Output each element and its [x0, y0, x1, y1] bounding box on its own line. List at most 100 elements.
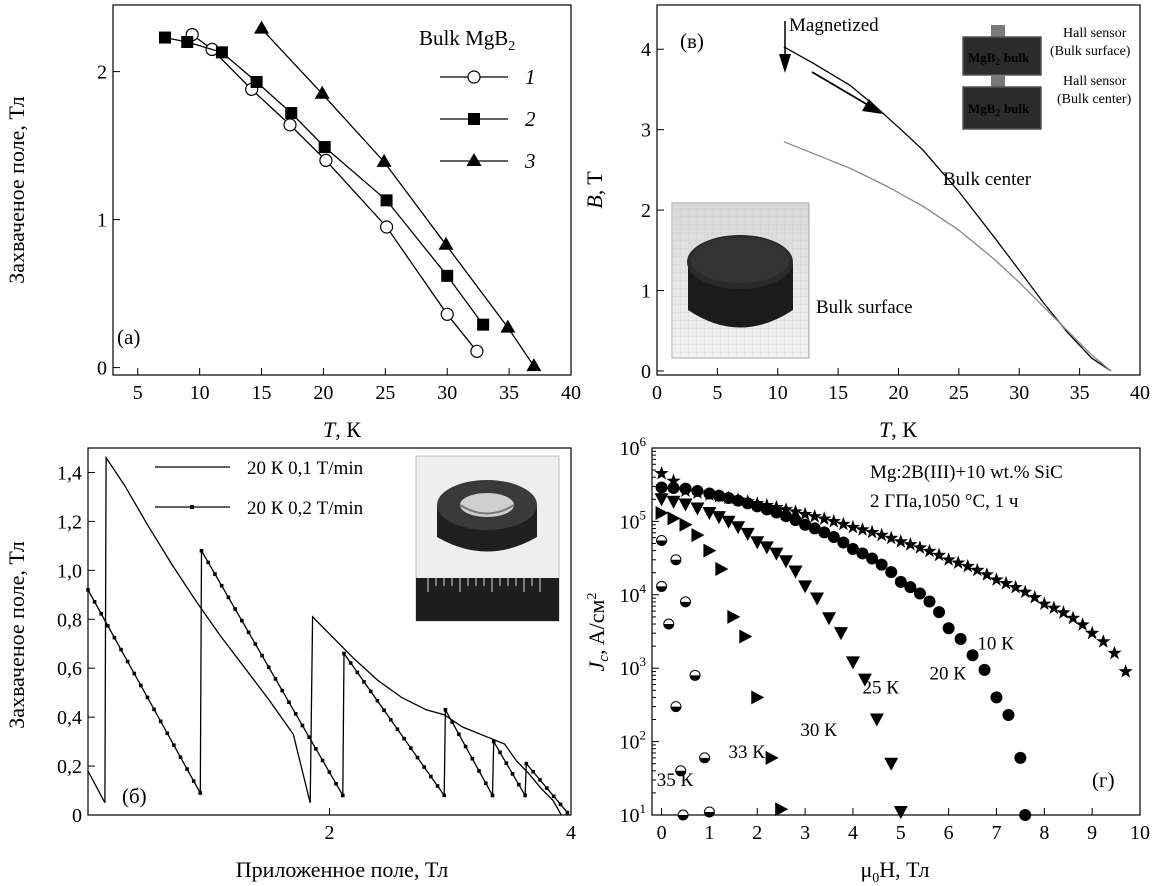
- data-point: [1085, 625, 1100, 640]
- y-tick-label: 1,0: [57, 560, 82, 582]
- data-point: [139, 683, 143, 688]
- data-point: [1046, 600, 1061, 615]
- data-point: [678, 498, 693, 512]
- data-point: [702, 507, 717, 521]
- data-point: [941, 552, 956, 566]
- data-point: [185, 767, 189, 771]
- series-line-1: [164, 36, 484, 326]
- data-point: [833, 627, 848, 641]
- data-point: [884, 530, 899, 545]
- data-point: [266, 665, 271, 670]
- magnetized-arrow-head: [779, 54, 791, 73]
- data-point: [789, 514, 802, 527]
- x-tick-label: 5: [712, 382, 722, 404]
- x-tick-label: 5: [133, 382, 143, 404]
- data-point: [112, 635, 117, 640]
- data-point: [463, 744, 468, 749]
- data-point: [715, 561, 729, 576]
- y-tick-label: 102: [620, 728, 647, 754]
- curve-label: 25 К: [863, 678, 900, 699]
- bulk-surface-label: Bulk surface: [816, 297, 913, 318]
- data-point: [775, 802, 789, 817]
- data-point: [655, 506, 669, 521]
- data-point: [1075, 617, 1090, 631]
- x-tick-label: 9: [1087, 822, 1097, 844]
- data-point: [388, 717, 393, 722]
- x-tick-label: 30: [1009, 382, 1029, 404]
- data-point: [904, 581, 917, 594]
- x-tick-label: 0: [652, 382, 662, 404]
- y-tick-label: 3: [641, 120, 651, 142]
- data-point: [778, 555, 793, 569]
- series-line-0: [191, 34, 478, 352]
- x-tick-label: 25: [949, 382, 969, 404]
- legend-marker-3: [466, 153, 482, 166]
- bulk-sample-photo: [671, 202, 810, 359]
- panel-a-legend-title: Bulk MgB2: [419, 26, 515, 54]
- data-point: [368, 689, 373, 694]
- data-point: [703, 487, 716, 500]
- panel-g-title: Mg:2B(III)+10 wt.% SiC: [870, 462, 1063, 483]
- data-point: [663, 618, 675, 630]
- data-point: [280, 688, 285, 693]
- data-point: [491, 739, 496, 744]
- data-point: [1065, 610, 1081, 625]
- data-point: [233, 607, 237, 611]
- data-point: [679, 482, 692, 495]
- y-tick-label: 0: [641, 361, 651, 383]
- data-point: [885, 566, 898, 579]
- data-point: [677, 809, 689, 821]
- data-point: [99, 611, 104, 616]
- y-tick-label: 1: [641, 281, 651, 303]
- data-point: [498, 750, 502, 755]
- panel-g-frame: [651, 447, 1141, 816]
- x-tick-label: 0: [657, 822, 667, 844]
- curve-label: 20 К: [929, 664, 966, 685]
- y-tick-label: 101: [620, 801, 647, 827]
- data-point: [810, 592, 825, 606]
- data-point: [379, 220, 394, 234]
- data-point: [837, 536, 850, 549]
- data-point: [334, 781, 338, 786]
- panel-a: 5 10 15 20 25 30 35 40 0 1 2 Захваченое поле, Тл T…: [4, 4, 581, 442]
- x-tick-label: 35: [1070, 382, 1090, 404]
- bulk-center-label: Bulk center: [943, 169, 1032, 190]
- data-point: [531, 769, 535, 774]
- data-point: [931, 547, 947, 562]
- panel-a-label: (а): [117, 325, 140, 349]
- hall-sensor-schematic: MgB2 bulk MgB2 bulk Hall sensor (Bulk surf…: [962, 25, 1132, 130]
- data-point: [942, 622, 955, 635]
- data-point: [822, 612, 837, 626]
- data-point: [342, 651, 346, 656]
- data-point: [1008, 579, 1023, 594]
- data-point: [869, 713, 884, 727]
- panel-v-xlabel: T, К: [879, 417, 917, 442]
- panel-g-subtitle: 2 ГПа,1050 °C, 1 ч: [870, 491, 1019, 512]
- data-point: [836, 516, 851, 531]
- x-tick-label: 15: [252, 382, 272, 404]
- data-point: [457, 732, 461, 737]
- panel-b-legend: 20 К 0,1 T/min 20 К 0,2 T/min: [155, 458, 364, 519]
- data-point: [731, 521, 746, 535]
- data-point: [545, 786, 549, 790]
- panel-g-label: (г): [1092, 768, 1115, 792]
- data-point: [691, 528, 705, 543]
- x-tick-label: 25: [375, 382, 395, 404]
- series-line-0: [783, 46, 1112, 372]
- data-point: [517, 782, 521, 787]
- data-point: [198, 791, 203, 795]
- panel-g: 0 1 2 3 4 5 6 7 8 9 10 101 102 103 104 105 106 10 К 20 К 2…: [584, 434, 1150, 886]
- x-tick-label: 7: [991, 822, 1001, 844]
- data-point: [320, 758, 325, 763]
- data-point: [788, 565, 803, 579]
- data-point: [689, 669, 701, 681]
- x-tick-label: 6: [944, 822, 954, 844]
- data-point: [429, 774, 433, 779]
- data-point: [894, 575, 907, 588]
- direction-arrow: [811, 71, 869, 106]
- data-point: [679, 596, 691, 608]
- x-tick-label: 10: [1130, 822, 1150, 844]
- x-tick-label: 40: [1130, 382, 1150, 404]
- data-point: [1019, 809, 1032, 821]
- data-point: [798, 580, 813, 594]
